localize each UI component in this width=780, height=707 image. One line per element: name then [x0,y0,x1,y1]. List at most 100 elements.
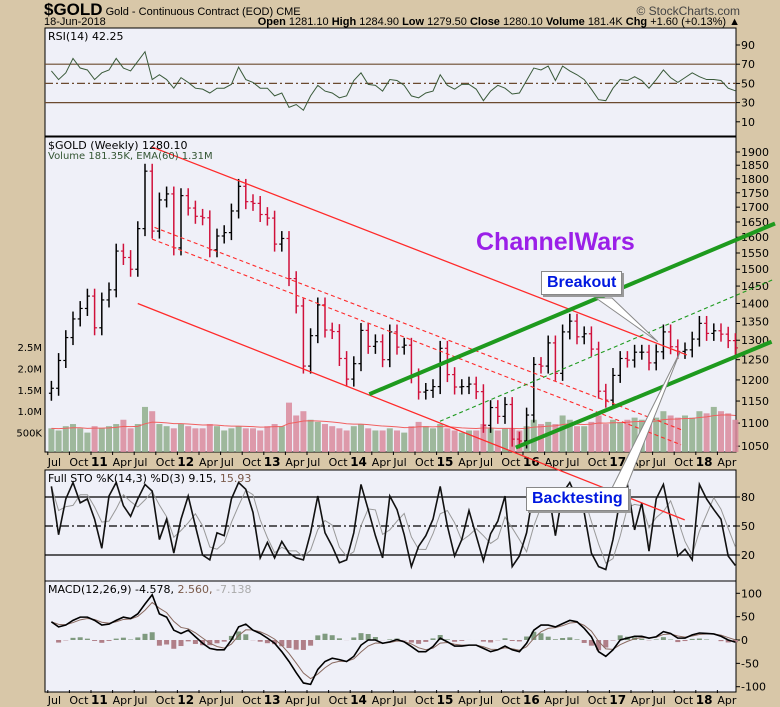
volume-bar [142,406,148,452]
macd-histogram-bar [459,640,465,641]
bottom-x-axis-label: 16 [523,693,540,707]
volume-bar [718,411,724,452]
volume-bar [156,424,163,452]
open-label: Open [257,16,286,28]
rsi-axis-label: 30 [741,97,755,110]
volume-bar [98,428,105,452]
macd-histogram-bar [588,640,594,646]
macd-histogram-bar [560,637,566,640]
x-axis-label: Apr [545,456,565,469]
volume-bar [466,430,472,452]
price-axis-label: 1900 [741,146,769,159]
volume-bar [242,428,249,452]
macd-histogram-bar [732,640,738,643]
macd-histogram-bar [725,640,731,643]
x-axis-label: 15 [437,455,454,469]
x-axis-label: Apr [285,456,305,469]
x-axis-label: Apr [372,456,392,469]
volume-bar [365,428,372,452]
macd-histogram-bar [617,635,623,640]
bottom-x-axis-label: Jul [565,694,579,707]
volume-bar [401,432,408,452]
macd-value: MACD(12,26,9) -4.578, [48,583,174,596]
quote-date: 18-Jun-2018 [44,16,106,28]
volume-bar [336,428,343,452]
volume-bar [660,411,667,452]
volume-bar [437,424,444,452]
volume-bar [574,426,580,452]
macd-axis-label: 100 [741,587,762,600]
open-value: 1281.10 [288,16,329,28]
x-axis-label: Oct [501,456,521,469]
volume-axis-label: 1.0M [17,407,42,418]
macd-histogram-bar [423,640,429,642]
volume-bar [206,424,213,452]
macd-histogram-bar [156,640,162,646]
macd-histogram-bar [351,637,357,640]
instrument-name: Gold - Continuous Contract (EOD) [105,6,274,18]
x-axis-label: Apr [113,456,133,469]
rsi-axis-label: 50 [741,77,755,90]
macd-histogram-bar [106,640,112,641]
macd-histogram-bar [660,637,666,640]
volume-axis-label: 2.0M [17,364,42,375]
x-axis-label: 14 [350,455,367,469]
volume-bar [120,419,127,452]
exchange: CME [276,6,301,18]
macd-histogram-bar [84,638,90,640]
sto-axis-label: 80 [741,491,755,504]
macd-histogram-bar [178,640,184,647]
macd-histogram-bar [214,640,220,644]
volume-bar [394,430,400,452]
bottom-x-axis-label: Apr [285,694,305,707]
volume-bar [55,430,62,452]
volume-bar [494,430,501,452]
macd-line [50,593,736,686]
x-axis-label: 12 [177,455,194,469]
macd-histogram-bar [531,631,537,640]
macd-histogram-bar [372,636,378,640]
x-axis-label: 16 [523,455,540,469]
rsi-axis-label: 90 [741,39,755,52]
macd-histogram-bar [524,636,530,640]
bottom-x-axis-label: 12 [177,693,194,707]
macd-histogram-bar [603,640,609,648]
bottom-x-axis-label: Jul [133,694,147,707]
breakout-callout: Breakout [541,271,623,295]
price-axis-label: 1150 [741,395,769,408]
macd-histogram-bar [300,640,306,650]
high-label: High [331,16,357,28]
volume-bar [422,426,429,452]
bottom-x-axis-label: Apr [717,694,737,707]
macd-histogram-bar [322,633,328,640]
macd-histogram-bar [99,640,105,643]
macd-signal-value: 2.560, [174,583,213,596]
volume-bar [48,428,55,452]
macd-histogram-bar [293,640,299,650]
volume-bar [199,428,206,452]
x-axis-label: Jul [47,456,61,469]
price-axis-label: 1400 [741,297,769,310]
macd-histogram-bar [538,633,544,640]
volume-bar [84,432,91,452]
macd-histogram-bar [358,633,364,640]
volume-value: 181.4K [587,16,623,28]
volume-bar [430,428,436,452]
bottom-x-axis-label: Apr [631,694,651,707]
macd-histogram-bar [272,640,278,645]
bottom-x-axis-label: Oct [674,694,694,707]
x-axis-label: Jul [392,456,406,469]
macd-histogram-bar [185,640,191,642]
sto-axis-label: 50 [741,520,755,533]
price-legend: $GOLD (Weekly) 1280.10 [48,139,188,152]
bottom-x-axis-label: Oct [588,694,608,707]
volume-bar [451,430,458,452]
macd-axis-label: -100 [741,681,766,694]
macd-histogram-bar [171,640,177,649]
price-axis-label: 1500 [741,263,769,276]
volume-bar [696,411,703,452]
bottom-x-axis-label: 17 [609,693,626,707]
macd-axis-label: 0 [741,634,748,647]
backtesting-callout: Backtesting [526,487,629,511]
volume-bar [307,419,314,452]
